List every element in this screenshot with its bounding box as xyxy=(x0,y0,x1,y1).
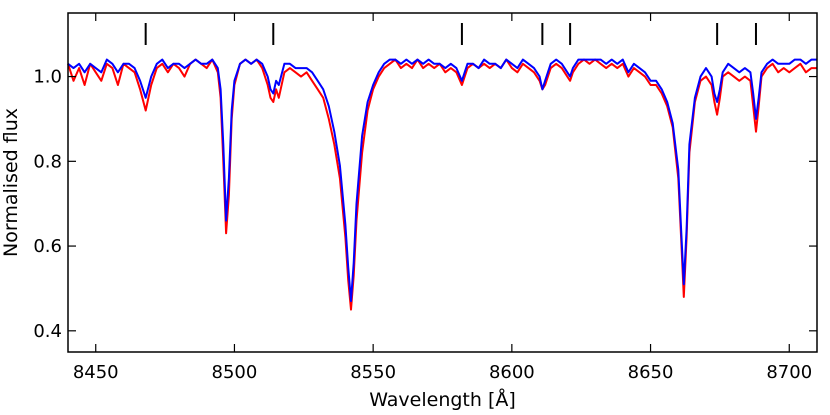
series-line-2 xyxy=(67,58,817,303)
y-tick-label-0.4: 0.4 xyxy=(33,321,62,342)
x-tick-label-8700: 8700 xyxy=(766,362,812,383)
series-layer xyxy=(67,58,817,311)
x-tick-label-8650: 8650 xyxy=(628,362,674,383)
x-tick-label-8600: 8600 xyxy=(489,362,535,383)
y-tick-label-1: 1.0 xyxy=(33,67,62,88)
x-tick-label-8550: 8550 xyxy=(350,362,396,383)
tick-layer: 8450 8500 8550 8600 8650 8700 0.4 0.6 0.8 1.0 xyxy=(33,13,817,383)
series-line-1 xyxy=(67,58,817,311)
plot-frame xyxy=(67,12,818,353)
x-tick-label-8450: 8450 xyxy=(73,362,119,383)
y-tick-label-0.6: 0.6 xyxy=(33,236,62,257)
x-tick-label-8500: 8500 xyxy=(212,362,258,383)
line-marker-layer xyxy=(144,23,757,45)
y-axis-label: Normalised flux xyxy=(0,108,22,257)
y-tick-label-0.8: 0.8 xyxy=(33,151,62,172)
x-axis-label: Wavelength [Å] xyxy=(369,388,516,411)
